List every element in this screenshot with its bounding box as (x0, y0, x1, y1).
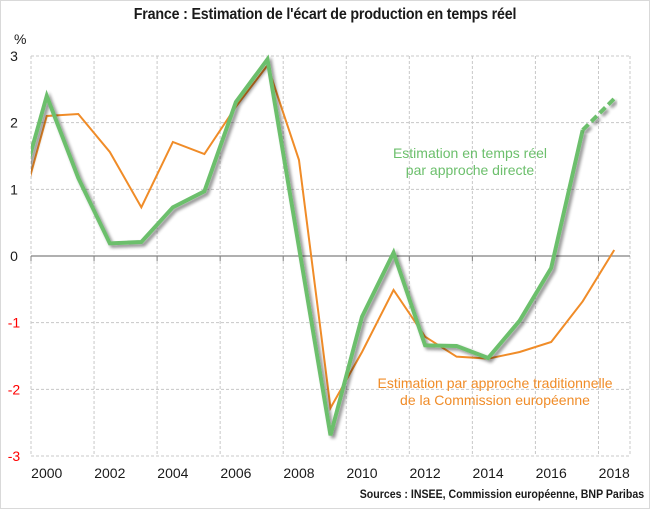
series-annotation: par approche directe (406, 162, 535, 178)
series-annotation: de la Commission européenne (400, 392, 590, 408)
x-tick-label: 2008 (283, 465, 314, 481)
series-line-solid (31, 54, 585, 436)
x-tick-label: 2004 (157, 465, 188, 481)
x-axis: 2000 2002 2004 2006 2008 2010 2012 2014 2016 2018 (30, 255, 630, 481)
y-tick-label: 0 (10, 248, 18, 264)
x-tick-label: 2016 (536, 465, 567, 481)
series-annotation: Estimation en temps réel (393, 145, 547, 161)
y-tick-label: 2 (10, 115, 18, 131)
chart-source: Sources : INSEE, Commission européenne, … (359, 489, 644, 501)
x-tick-label: 2018 (599, 465, 630, 481)
x-tick-label: 2014 (473, 465, 504, 481)
y-tick-label: 3 (10, 48, 18, 64)
x-tick-label: 2006 (220, 465, 251, 481)
series-line-dashed (581, 97, 616, 132)
series-lines (31, 54, 616, 436)
x-tick-label: 2012 (410, 465, 441, 481)
series-annotation: Estimation par approche traditionnelle (377, 375, 612, 391)
y-tick-label: -3 (8, 448, 21, 464)
chart-title: France : Estimation de l'écart de produc… (133, 6, 517, 23)
y-tick-label: -2 (8, 381, 21, 397)
y-axis: 3 2 1 0 -1 -2 -3 (8, 48, 21, 464)
x-tick-label: 2000 (31, 465, 62, 481)
x-tick-label: 2010 (346, 465, 377, 481)
series-line (31, 63, 616, 412)
y-axis-unit-label: % (14, 31, 27, 47)
y-tick-label: 1 (10, 181, 18, 197)
y-tick-label: -1 (8, 315, 21, 331)
x-tick-label: 2002 (94, 465, 125, 481)
